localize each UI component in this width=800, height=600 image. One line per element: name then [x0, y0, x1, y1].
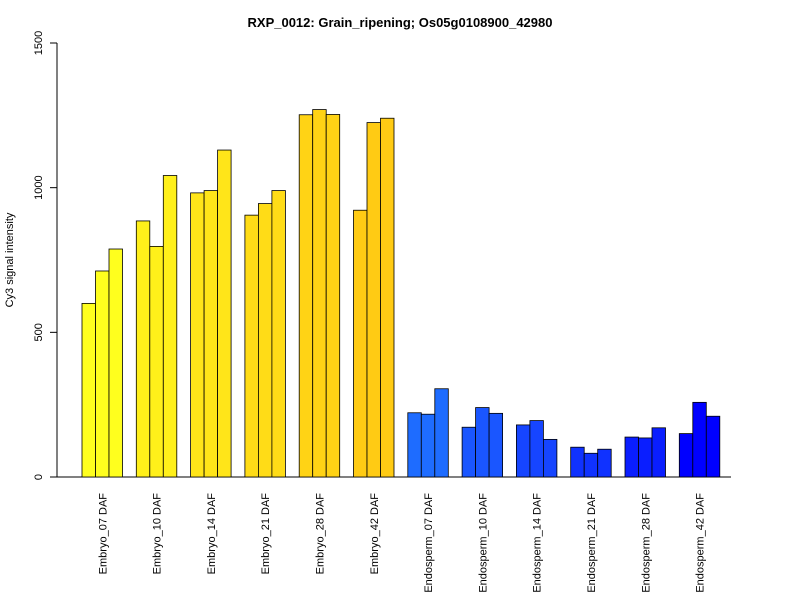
x-tick-label: Endosperm_14 DAF: [532, 493, 544, 593]
bar: [95, 270, 110, 478]
y-tick-label: 0: [33, 474, 45, 480]
bar: [217, 149, 232, 478]
y-tick-label: 500: [33, 323, 45, 341]
y-axis-label: Cy3 signal intensity: [4, 212, 16, 307]
bar: [461, 426, 477, 478]
chart-title: RXP_0012: Grain_ripening; Os05g0108900_4…: [248, 15, 553, 30]
bar: [312, 109, 327, 478]
x-tick-label: Endosperm_42 DAF: [695, 493, 707, 593]
x-tick-label: Endosperm_28 DAF: [640, 493, 652, 593]
bar: [135, 220, 151, 478]
bar: [271, 190, 286, 478]
bar: [651, 427, 666, 478]
bar: [638, 437, 653, 478]
x-tick-label: Embryo_07 DAF: [97, 493, 109, 575]
bar: [705, 415, 721, 478]
bar: [366, 122, 381, 478]
bars-group: [81, 109, 721, 478]
bar: [257, 203, 273, 478]
bar: [516, 424, 531, 478]
bar: [543, 438, 558, 478]
y-tick-label: 1000: [33, 175, 45, 199]
bar: [190, 192, 205, 478]
bar: [420, 413, 436, 478]
bar: [149, 245, 164, 478]
x-tick-label: Embryo_21 DAF: [260, 493, 272, 575]
x-tick-label: Embryo_28 DAF: [314, 493, 326, 575]
bar: [81, 302, 96, 478]
bar: [325, 114, 341, 478]
bar: [583, 452, 599, 478]
bar: [624, 436, 639, 478]
bar: [380, 117, 395, 478]
bar: [162, 175, 178, 478]
x-tick-label: Embryo_14 DAF: [206, 493, 218, 575]
y-tick-label: 1500: [33, 31, 45, 55]
bar: [475, 407, 490, 478]
x-tick-label: Endosperm_21 DAF: [586, 493, 598, 593]
bar: [407, 412, 422, 478]
bar: [353, 209, 368, 478]
bar: [597, 448, 612, 478]
bar: [244, 214, 259, 478]
bar: [488, 412, 504, 478]
bar: [692, 401, 707, 478]
x-tick-labels: Embryo_07 DAF Embryo_10 DAF Embryo_14 DAF E…: [97, 493, 706, 593]
bar: [434, 388, 449, 478]
bar: [203, 190, 219, 478]
x-tick-label: Embryo_10 DAF: [152, 493, 164, 575]
bar: [570, 446, 585, 478]
bar: [529, 420, 544, 478]
bar: [298, 114, 314, 478]
bar: [678, 433, 694, 478]
x-tick-label: Endosperm_10 DAF: [477, 493, 489, 593]
x-tick-label: Endosperm_07 DAF: [423, 493, 435, 593]
x-tick-label: Embryo_42 DAF: [369, 493, 381, 575]
bar: [108, 248, 123, 478]
